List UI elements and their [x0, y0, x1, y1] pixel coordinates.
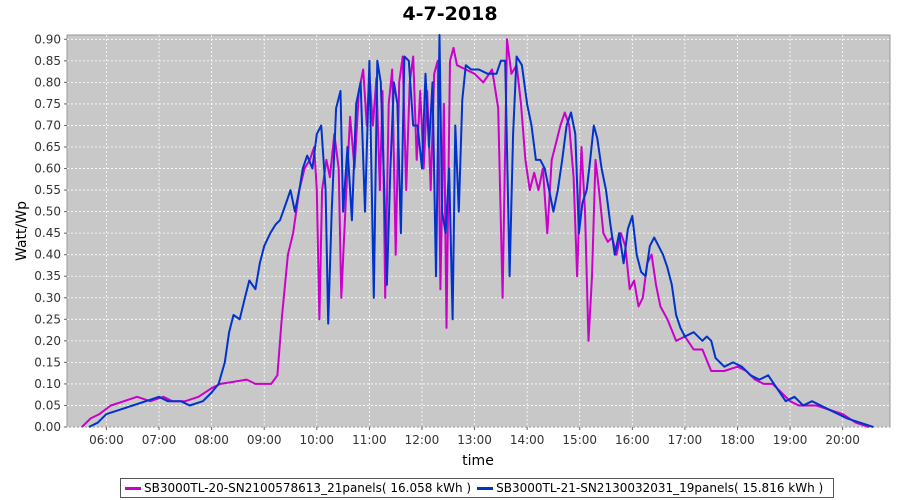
x-tick-label: 18:00 — [720, 433, 755, 447]
plot-area — [66, 34, 891, 428]
y-tick-label: 0.25 — [34, 312, 61, 326]
x-tick-label: 19:00 — [773, 433, 808, 447]
y-tick-label: 0.40 — [34, 248, 61, 262]
legend: SB3000TL-20-SN2100578613_21panels( 16.05… — [120, 478, 835, 498]
series-line-2 — [88, 34, 874, 428]
y-tick-label: 0.45 — [34, 226, 61, 240]
y-tick-label: 0.85 — [34, 54, 61, 68]
legend-swatch-blue — [477, 486, 494, 490]
x-tick-label: 16:00 — [615, 433, 650, 447]
x-axis-label: time — [462, 453, 494, 469]
legend-item-sb3000tl-20: SB3000TL-20-SN2100578613_21panels( 16.05… — [125, 481, 471, 495]
legend-swatch-magenta — [125, 486, 141, 490]
x-tick-label: 09:00 — [247, 433, 282, 447]
x-tick-label: 15:00 — [562, 433, 597, 447]
x-tick-label: 06:00 — [89, 433, 124, 447]
y-axis-label: Watt/Wp — [14, 201, 30, 261]
y-tick-label: 0.65 — [34, 140, 61, 154]
y-tick-label: 0.70 — [34, 118, 61, 132]
y-tick-label: 0.15 — [34, 355, 61, 369]
y-tick-label: 0.75 — [34, 97, 61, 111]
x-tick-label: 11:00 — [352, 433, 387, 447]
y-tick-label: 0.80 — [34, 75, 61, 89]
y-tick-label: 0.35 — [34, 269, 61, 283]
x-tick-label: 10:00 — [299, 433, 334, 447]
x-tick-label: 12:00 — [405, 433, 440, 447]
y-tick-label: 0.05 — [34, 398, 61, 412]
x-tick-label: 07:00 — [142, 433, 177, 447]
y-tick-label: 0.60 — [34, 162, 61, 176]
y-tick-label: 0.50 — [34, 205, 61, 219]
legend-label: SB3000TL-21-SN2130032031_19panels( 15.81… — [496, 481, 824, 495]
y-tick-label: 0.20 — [34, 334, 61, 348]
chart-title: 4-7-2018 — [402, 3, 498, 25]
y-tick-label: 0.90 — [34, 32, 61, 46]
x-tick-label: 20:00 — [825, 433, 860, 447]
series-lines — [81, 34, 874, 428]
legend-item-sb3000tl-21: SB3000TL-21-SN2130032031_19panels( 15.81… — [477, 481, 823, 495]
x-tick-label: 17:00 — [668, 433, 703, 447]
y-tick-label: 0.55 — [34, 183, 61, 197]
legend-label: SB3000TL-20-SN2100578613_21panels( 16.05… — [144, 481, 472, 495]
axes: 0.00 0.05 0.10 0.15 0.20 0.25 0.30 0.35 0.40 0.45… — [34, 32, 860, 447]
y-tick-label: 0.10 — [34, 377, 61, 391]
y-tick-label: 0.30 — [34, 291, 61, 305]
x-tick-label: 13:00 — [457, 433, 492, 447]
x-tick-label: 08:00 — [194, 433, 229, 447]
x-tick-label: 14:00 — [510, 433, 545, 447]
y-tick-label: 0.00 — [34, 420, 61, 434]
